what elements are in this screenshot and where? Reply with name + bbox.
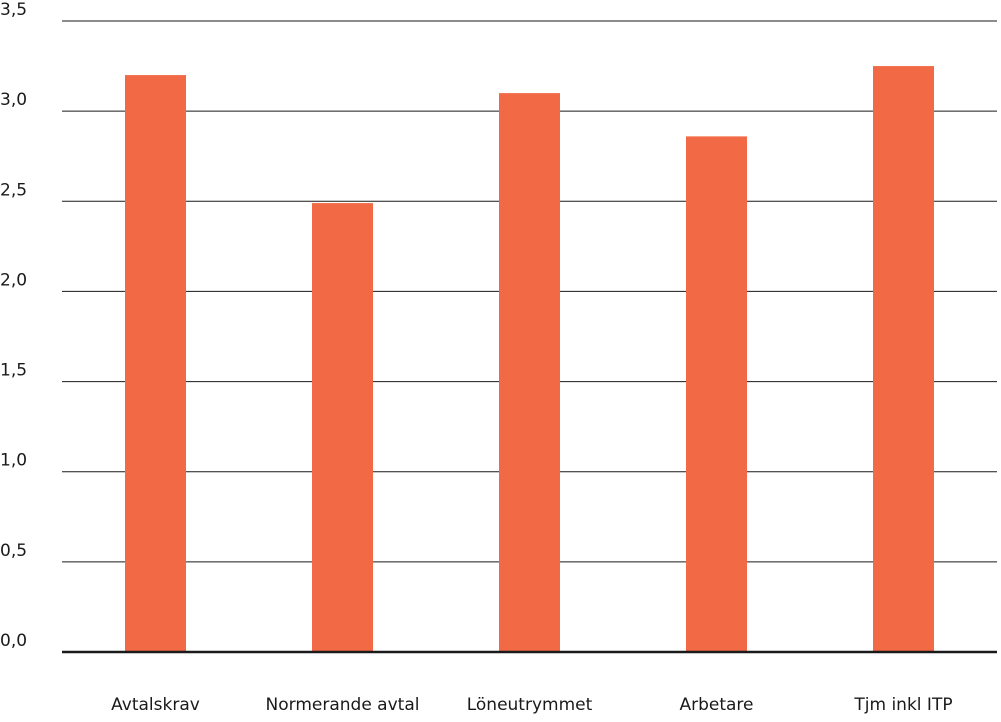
x-category-label: Arbetare bbox=[679, 695, 753, 715]
y-tick-label: 1,0 bbox=[0, 451, 27, 471]
bar bbox=[499, 93, 560, 653]
y-axis-tick-labels: 0,0 0,5 1,0 1,5 2,0 2,5 3,0 3,5 bbox=[0, 0, 27, 651]
y-tick-label: 3,5 bbox=[0, 0, 27, 20]
bar bbox=[312, 203, 373, 653]
bar bbox=[686, 136, 747, 652]
x-category-label: Tjm inkl ITP bbox=[853, 695, 952, 715]
y-tick-label: 2,0 bbox=[0, 270, 27, 290]
y-tick-label: 0,0 bbox=[0, 631, 27, 651]
bars bbox=[125, 66, 934, 653]
y-tick-label: 2,5 bbox=[0, 180, 27, 200]
x-category-label: Löneutrymmet bbox=[467, 695, 593, 715]
bar bbox=[125, 75, 186, 653]
y-tick-label: 3,0 bbox=[0, 90, 27, 110]
x-axis-category-labels: Avtalskrav Normerande avtal Löneutrymmet Ar… bbox=[111, 695, 952, 715]
y-tick-label: 1,5 bbox=[0, 361, 27, 381]
y-tick-label: 0,5 bbox=[0, 541, 27, 561]
bar bbox=[873, 66, 934, 653]
x-category-label: Normerande avtal bbox=[266, 695, 420, 715]
x-category-label: Avtalskrav bbox=[111, 695, 200, 715]
